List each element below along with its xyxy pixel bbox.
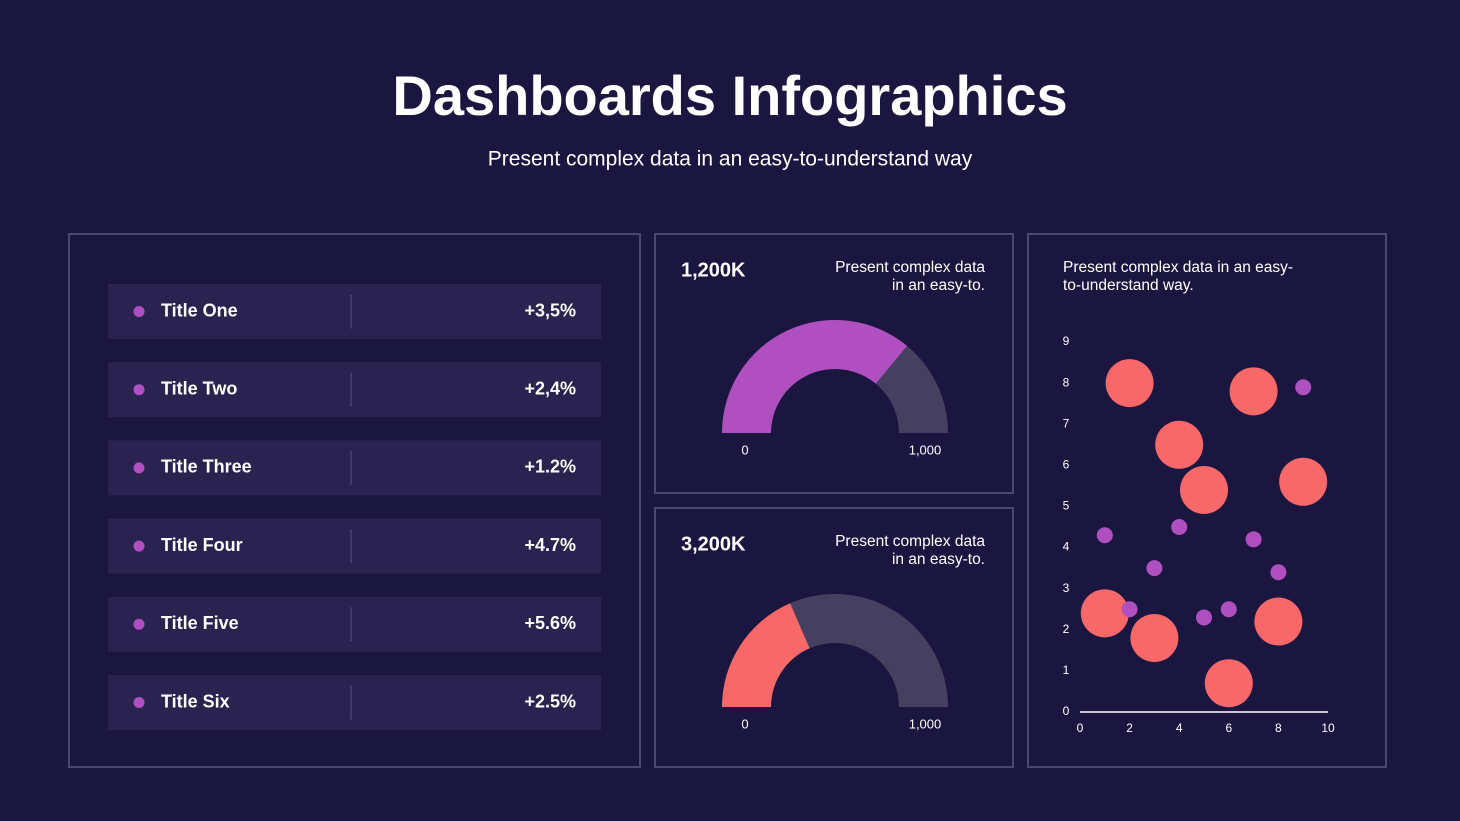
gauge-label: 3,200K — [681, 533, 746, 555]
point — [1080, 589, 1129, 638]
gauge-description: in an easy-to. — [892, 551, 985, 568]
gauge-tick-label: 1,000 — [909, 442, 942, 457]
panel — [1027, 233, 1387, 768]
point — [1295, 379, 1312, 396]
row-value: +4.7% — [524, 535, 576, 555]
point — [1270, 564, 1287, 581]
y-tick-label: 6 — [1063, 458, 1070, 472]
gauge-label: 1,200K — [681, 259, 746, 281]
x-tick-label: 6 — [1225, 721, 1232, 735]
x-tick-label: 10 — [1321, 721, 1335, 735]
row-value: +5.6% — [524, 613, 576, 633]
panel — [68, 233, 641, 768]
y-tick-label: 8 — [1063, 375, 1070, 389]
title: Dashboards Infographics — [392, 64, 1067, 127]
row-value: +2.5% — [524, 691, 576, 711]
point — [1105, 359, 1154, 408]
row-value: +3,5% — [524, 300, 576, 320]
y-tick-label: 2 — [1063, 622, 1070, 636]
row-background — [108, 518, 601, 574]
point — [1279, 457, 1328, 506]
point — [1204, 659, 1253, 708]
row-title: Title Six — [161, 691, 230, 711]
row-title: Title Three — [161, 457, 252, 477]
row-background — [108, 362, 601, 418]
gauge-description: Present complex data — [835, 259, 985, 276]
y-tick-label: 7 — [1063, 416, 1070, 430]
y-tick-label: 3 — [1063, 581, 1070, 595]
panel — [654, 507, 1014, 768]
x-tick-label: 8 — [1275, 721, 1282, 735]
bullet — [133, 306, 145, 317]
row-title: Title Four — [161, 535, 243, 555]
point — [1229, 367, 1278, 416]
point — [1121, 601, 1138, 618]
row-title: Title Five — [161, 613, 239, 633]
gauge-tick-label: 0 — [741, 442, 748, 457]
gauge-tick-label: 0 — [741, 716, 748, 731]
bullet — [133, 697, 145, 708]
point — [1096, 527, 1113, 544]
row-title: Title One — [161, 300, 238, 320]
bullet — [133, 618, 145, 630]
gauge-description: Present complex data — [835, 533, 985, 550]
point — [1155, 420, 1204, 469]
x-tick-label: 0 — [1077, 721, 1084, 735]
chart-description: Present complex data in an easy- — [1063, 259, 1293, 276]
y-tick-label: 4 — [1063, 540, 1070, 554]
gauge-description: in an easy-to. — [892, 277, 985, 294]
row-background — [108, 596, 601, 652]
y-tick-label: 0 — [1063, 704, 1070, 718]
point — [1220, 601, 1237, 618]
bullet — [133, 540, 145, 552]
row-value: +1.2% — [524, 457, 576, 477]
row-title: Title Two — [161, 378, 237, 398]
point — [1254, 597, 1303, 646]
y-tick-label: 5 — [1063, 499, 1070, 513]
point — [1130, 614, 1179, 662]
row-background — [108, 675, 601, 730]
bullet — [133, 462, 145, 474]
point — [1171, 519, 1188, 535]
bullet — [133, 384, 145, 396]
point — [1180, 466, 1228, 514]
gauge-tick-label: 1,000 — [909, 716, 942, 731]
row-background — [108, 284, 601, 339]
chart-description: to-understand way. — [1063, 277, 1194, 294]
point — [1146, 560, 1163, 577]
panel — [654, 233, 1014, 494]
x-tick-label: 2 — [1126, 721, 1133, 735]
row-background — [108, 440, 601, 496]
point — [1196, 609, 1212, 626]
subtitle: Present complex data in an easy-to-under… — [488, 148, 973, 171]
y-tick-label: 9 — [1063, 334, 1070, 348]
gauge-value — [721, 319, 908, 433]
x-tick-label: 4 — [1176, 721, 1183, 735]
y-tick-label: 1 — [1063, 663, 1070, 677]
point — [1245, 531, 1262, 548]
row-value: +2,4% — [524, 378, 576, 398]
gauge-value — [722, 603, 810, 707]
